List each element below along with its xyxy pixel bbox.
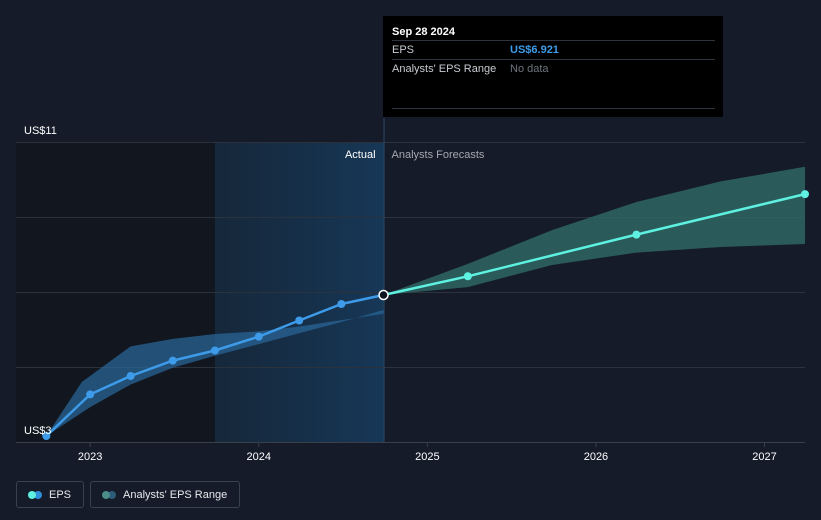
eps-actual-point-7: [337, 300, 346, 308]
region-label-actual: Actual: [345, 149, 376, 161]
eps-range-swatch-icon: [102, 490, 117, 499]
legend-label-eps: EPS: [49, 488, 72, 501]
eps-actual-point-4: [210, 346, 219, 355]
eps-actual-point-6: [295, 316, 304, 325]
swatch-dot-front: [102, 490, 111, 499]
tooltip-eps-row: EPS US$6.921: [392, 40, 715, 59]
legend-label-eps-range: Analysts' EPS Range: [123, 488, 228, 501]
eps-actual-point-3: [168, 356, 177, 365]
eps-actual-point-0: [42, 432, 51, 440]
tooltip-date: Sep 28 2024: [392, 26, 455, 38]
tooltip-range-label: Analysts' EPS Range: [392, 63, 497, 75]
eps-swatch-icon: [28, 490, 42, 499]
eps-actual-point-5: [254, 332, 263, 341]
eps-actual-point-2: [126, 372, 135, 380]
x-tick-label-4: 2027: [752, 451, 776, 463]
y-tick-label-1: US$3: [24, 425, 52, 437]
y-tick-label-0: US$11: [24, 125, 57, 137]
region-label-forecast: Analysts Forecasts: [392, 149, 485, 161]
eps-forecast-point-2: [632, 230, 641, 239]
x-tick-label-2: 2025: [415, 451, 439, 463]
eps-latest-marker: [378, 289, 389, 301]
legend-item-eps-range[interactable]: Analysts' EPS Range: [90, 481, 241, 508]
swatch-dot-front: [28, 490, 36, 499]
eps-actual-point-1: [86, 390, 95, 399]
tooltip-divider: [392, 108, 715, 109]
legend: EPS Analysts' EPS Range: [16, 481, 241, 508]
x-tick-label-1: 2024: [247, 451, 271, 463]
eps-forecast-line: [383, 192, 806, 297]
legend-item-eps[interactable]: EPS: [16, 481, 85, 508]
tooltip-eps-label: EPS: [392, 44, 415, 56]
tooltip-range-value: No data: [510, 63, 549, 75]
swatch-dot-back: [34, 490, 42, 499]
tooltip-range-row: Analysts' EPS Range No data: [392, 59, 715, 78]
forecast-eps-range-band: [383, 166, 805, 295]
x-tick-label-3: 2026: [584, 451, 608, 463]
x-tick-label-0: 2023: [78, 451, 102, 463]
swatch-dot-back: [108, 490, 117, 499]
tooltip-eps-value: US$6.921: [510, 44, 559, 56]
eps-forecast-point-3: [801, 190, 809, 199]
tooltip: Sep 28 2024 EPS US$6.921 Analysts' EPS R…: [383, 16, 723, 117]
eps-forecast-point-1: [463, 272, 472, 281]
actual-eps-range-band: [46, 310, 384, 436]
